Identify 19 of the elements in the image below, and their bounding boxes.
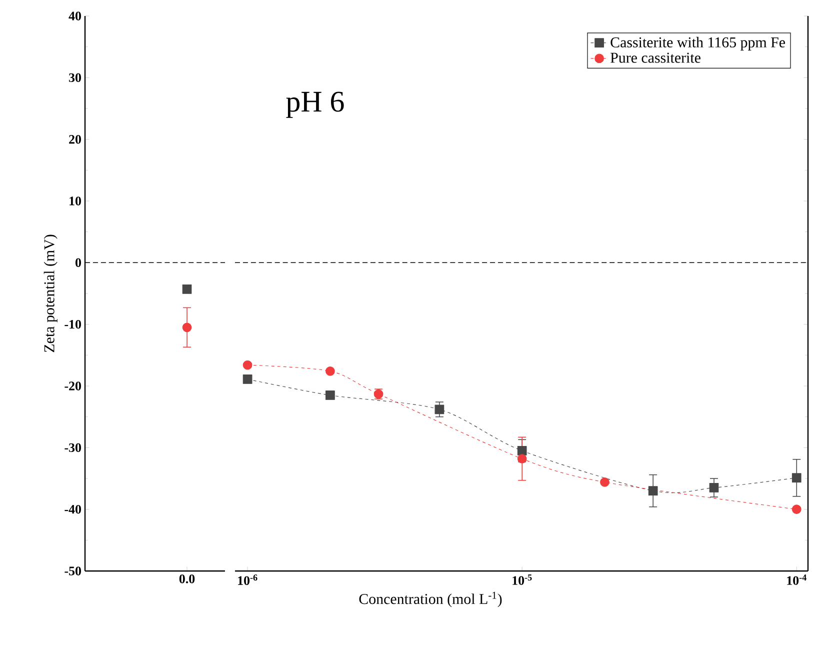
x-tick-label: 10$^{-4}$ <box>787 574 806 585</box>
x-tick-label: 10$^{-5}$ <box>512 574 532 585</box>
y-tick-label: 30 <box>69 73 81 82</box>
y-tick-label: -50 <box>64 566 81 576</box>
legend-label: Cassiterite with 1165 ppm Fe <box>610 36 785 50</box>
y-tick-label: -10 <box>64 320 81 329</box>
x-axis-title: Concentration (mol L$^{-1}$) <box>359 592 502 608</box>
legend-label: Pure cassiterite <box>610 52 700 63</box>
y-tick-label: 0 <box>76 258 81 268</box>
y-tick-label: 10 <box>70 196 81 206</box>
annotation: pH 6 <box>286 92 344 118</box>
y-tick-label: -20 <box>64 382 81 390</box>
y-tick-label: 40 <box>68 12 81 20</box>
y-tick-label: -40 <box>64 504 81 514</box>
y-axis-title: Zeta potential (mV) <box>44 234 58 352</box>
y-tick-label: 20 <box>69 134 81 144</box>
y-tick-label: -30 <box>64 443 81 452</box>
x-tick-label: 0.0 <box>179 574 195 584</box>
x-tick-label: 10$^{-6}$ <box>238 574 258 585</box>
